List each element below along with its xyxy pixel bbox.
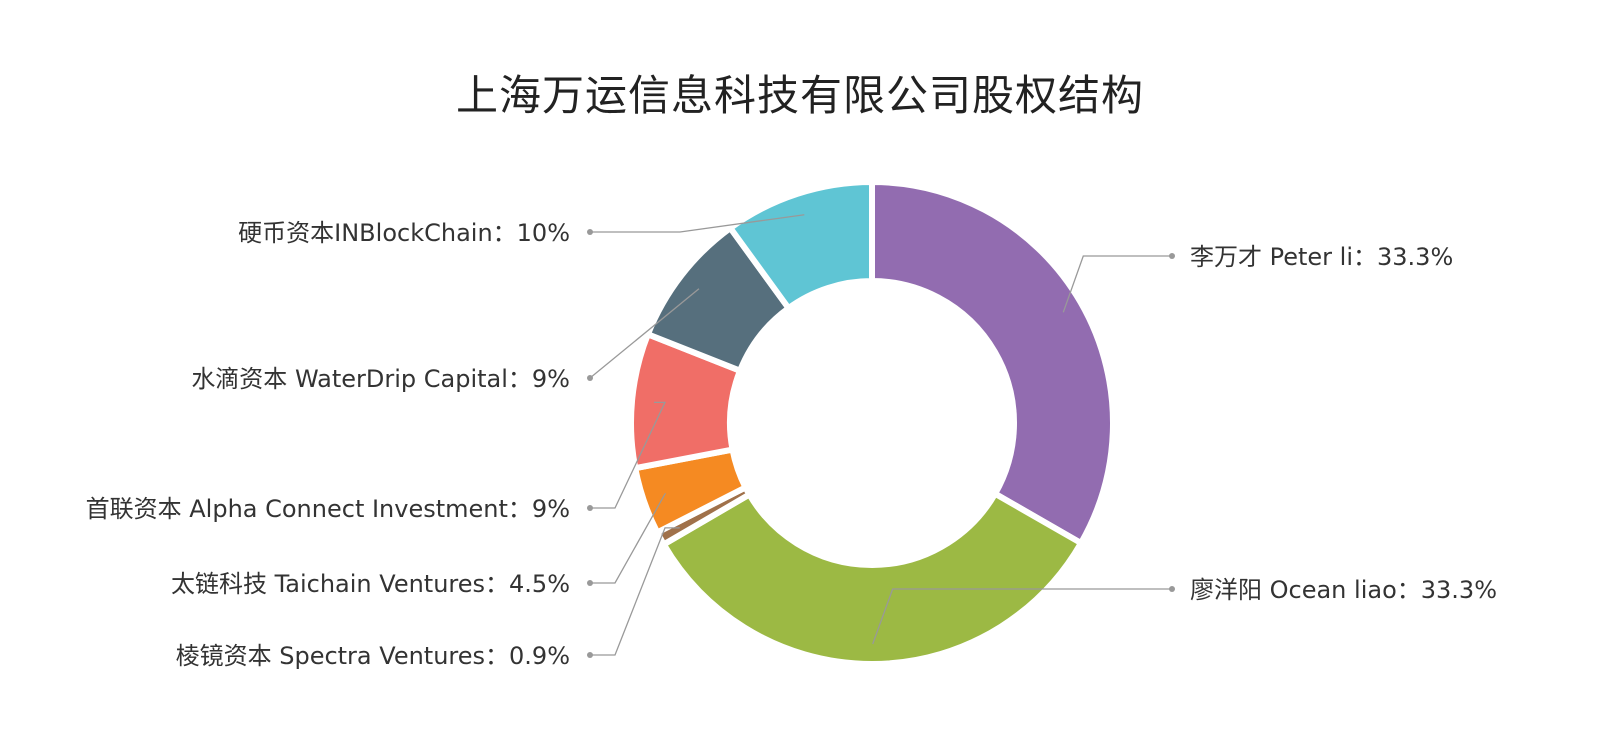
leader-line-spectra-ventures <box>590 527 680 656</box>
label-alpha-connect-investment: 首联资本 Alpha Connect Investment：9% <box>86 495 570 523</box>
leader-line-alpha-connect-investment <box>590 401 667 509</box>
leader-dot-taichain-ventures <box>587 580 593 586</box>
label-spectra-ventures: 棱镜资本 Spectra Ventures：0.9% <box>176 642 570 670</box>
donut-slices <box>628 178 1116 667</box>
slice-inblockchain[interactable] <box>726 178 875 313</box>
slice-labels: 李万才 Peter li：33.3% 廖洋阳 Ocean liao：33.3% 棱镜… <box>86 219 1497 670</box>
leader-line-ocean-liao <box>872 588 1172 645</box>
leader-dot-peter-li <box>1169 253 1175 259</box>
leader-dot-spectra-ventures <box>587 652 593 658</box>
leader-dot-ocean-liao <box>1169 586 1175 592</box>
leader-dot-waterdrip-capital <box>587 375 593 381</box>
leader-dot-alpha-connect-investment <box>587 505 593 511</box>
label-peter-li: 李万才 Peter li：33.3% <box>1190 243 1453 271</box>
slice-peter-li[interactable] <box>869 178 1116 548</box>
label-inblockchain: 硬币资本INBlockChain：10% <box>238 219 570 247</box>
label-leader-lines <box>587 214 1175 658</box>
slice-ocean-liao[interactable] <box>659 489 1086 667</box>
label-ocean-liao: 廖洋阳 Ocean liao：33.3% <box>1190 576 1497 604</box>
label-taichain-ventures: 太链科技 Taichain Ventures：4.5% <box>171 570 570 598</box>
chart-title: 上海万运信息科技有限公司股权结构 <box>455 71 1144 120</box>
leader-line-inblockchain <box>590 214 805 233</box>
leader-dot-inblockchain <box>587 229 593 235</box>
leader-line-peter-li <box>1062 255 1172 313</box>
label-waterdrip-capital: 水滴资本 WaterDrip Capital：9% <box>191 365 570 393</box>
leader-line-waterdrip-capital <box>589 288 700 379</box>
leader-line-taichain-ventures <box>590 493 667 584</box>
